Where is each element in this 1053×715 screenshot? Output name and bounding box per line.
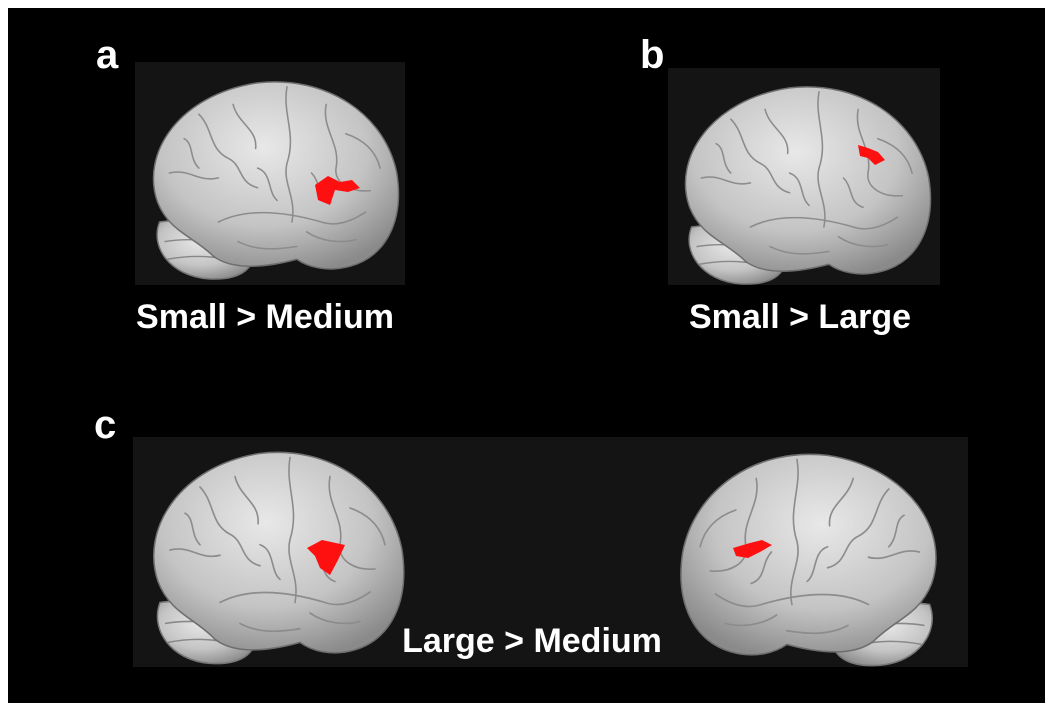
panel-caption: Small > Large [689, 298, 911, 336]
panel-label: a [96, 33, 119, 77]
body: {"panels": [ {"label": "a", "caption": "… [0, 0, 1053, 715]
figure: a Small > Medium b Small > Large c Large… [0, 0, 1053, 715]
page: Brain activation figure html, body { mar… [0, 0, 1053, 715]
panel-c: c Large > Medium [94, 403, 968, 667]
panel-label: b [640, 33, 664, 77]
panel-caption: Small > Medium [136, 298, 394, 336]
panel-caption: Large > Medium [402, 622, 662, 660]
panel-label: c [94, 403, 116, 447]
